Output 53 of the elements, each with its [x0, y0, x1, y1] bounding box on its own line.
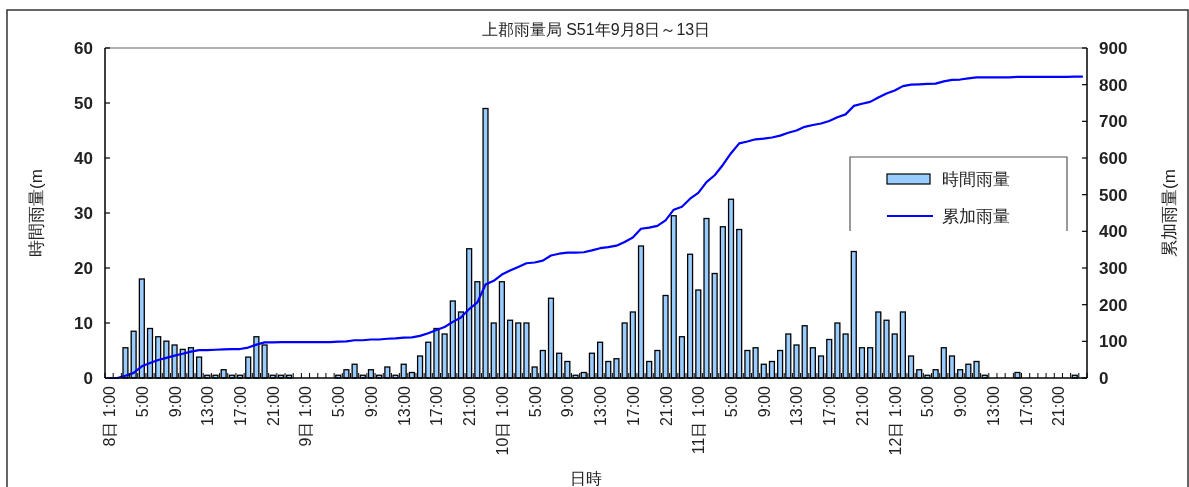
- legend-label: 累加雨量: [942, 207, 1010, 226]
- chart-title: 上郡雨量局 S51年9月8日～13日: [481, 21, 711, 38]
- y2-tick-label: 300: [1099, 259, 1128, 278]
- x-tick-label: 9:00: [952, 385, 970, 418]
- y-tick-label: 30: [74, 204, 93, 223]
- x-tick-label: 17:00: [624, 385, 642, 427]
- y2-axis-title: 累加雨量(m: [1160, 169, 1179, 257]
- y2-tick-label: 600: [1099, 149, 1128, 168]
- y2-tick-label: 100: [1099, 332, 1128, 352]
- x-tick-label: 5:00: [330, 385, 348, 418]
- x-tick-label: 10日 1:00: [493, 385, 511, 456]
- x-tick-label: 13:00: [199, 385, 217, 427]
- y2-tick-label: 900: [1099, 39, 1128, 58]
- y2-tick-label: 200: [1099, 295, 1128, 315]
- y-tick-label: 40: [74, 149, 93, 168]
- x-tick-label: 5:00: [133, 385, 151, 418]
- y-tick-label: 0: [83, 369, 93, 388]
- y-tick-label: 60: [74, 39, 93, 58]
- x-tick-label: 5:00: [526, 385, 544, 418]
- y-axis-title: 時間雨量(m: [27, 169, 46, 257]
- y2-tick-label: 400: [1099, 222, 1128, 242]
- x-tick-label: 8日 1:00: [101, 385, 119, 447]
- x-tick-label: 13:00: [592, 385, 610, 427]
- x-tick-label: 9:00: [362, 385, 380, 418]
- x-tick-label: 17:00: [821, 385, 839, 427]
- y2-tick-label: 500: [1099, 185, 1128, 205]
- x-tick-label: 13:00: [984, 385, 1002, 427]
- x-tick-label: 17:00: [428, 385, 446, 427]
- y-tick-label: 20: [74, 259, 93, 278]
- x-tick-label: 9:00: [166, 385, 184, 418]
- x-tick-label: 5:00: [723, 385, 741, 418]
- x-tick-label: 11日 1:00: [690, 385, 708, 455]
- x-tick-label: 21:00: [853, 385, 871, 427]
- x-axis-title: 日時: [570, 470, 602, 487]
- y2-tick-label: 700: [1099, 112, 1128, 132]
- x-tick-label: 21:00: [657, 385, 675, 427]
- y2-tick-label: 800: [1099, 75, 1128, 95]
- x-tick-label: 21:00: [1050, 385, 1068, 427]
- legend-label: 時間雨量: [942, 170, 1010, 189]
- x-tick-label: 21:00: [264, 385, 282, 427]
- x-tick-label: 9日 1:00: [297, 385, 315, 447]
- x-tick-label: 9:00: [559, 385, 577, 418]
- x-tick-label: 13:00: [788, 385, 806, 427]
- x-tick-label: 17:00: [1017, 385, 1035, 427]
- y-tick-label: 10: [74, 314, 93, 333]
- x-tick-label: 17:00: [232, 385, 250, 427]
- y-tick-label: 50: [74, 94, 93, 113]
- x-tick-label: 5:00: [919, 385, 937, 418]
- x-tick-label: 12日 1:00: [886, 385, 904, 456]
- x-tick-label: 21:00: [461, 385, 479, 427]
- x-tick-label: 13:00: [395, 385, 413, 427]
- x-tick-label: 9:00: [755, 385, 773, 418]
- y2-tick-label: 0: [1099, 369, 1109, 388]
